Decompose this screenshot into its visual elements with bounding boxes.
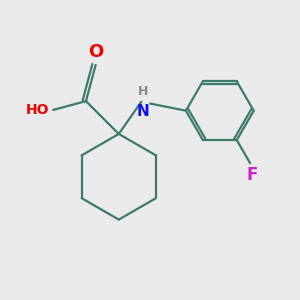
Text: H: H	[138, 85, 148, 98]
Text: O: O	[88, 44, 103, 62]
Text: HO: HO	[26, 103, 50, 117]
Text: N: N	[137, 103, 149, 118]
Text: F: F	[246, 166, 258, 184]
